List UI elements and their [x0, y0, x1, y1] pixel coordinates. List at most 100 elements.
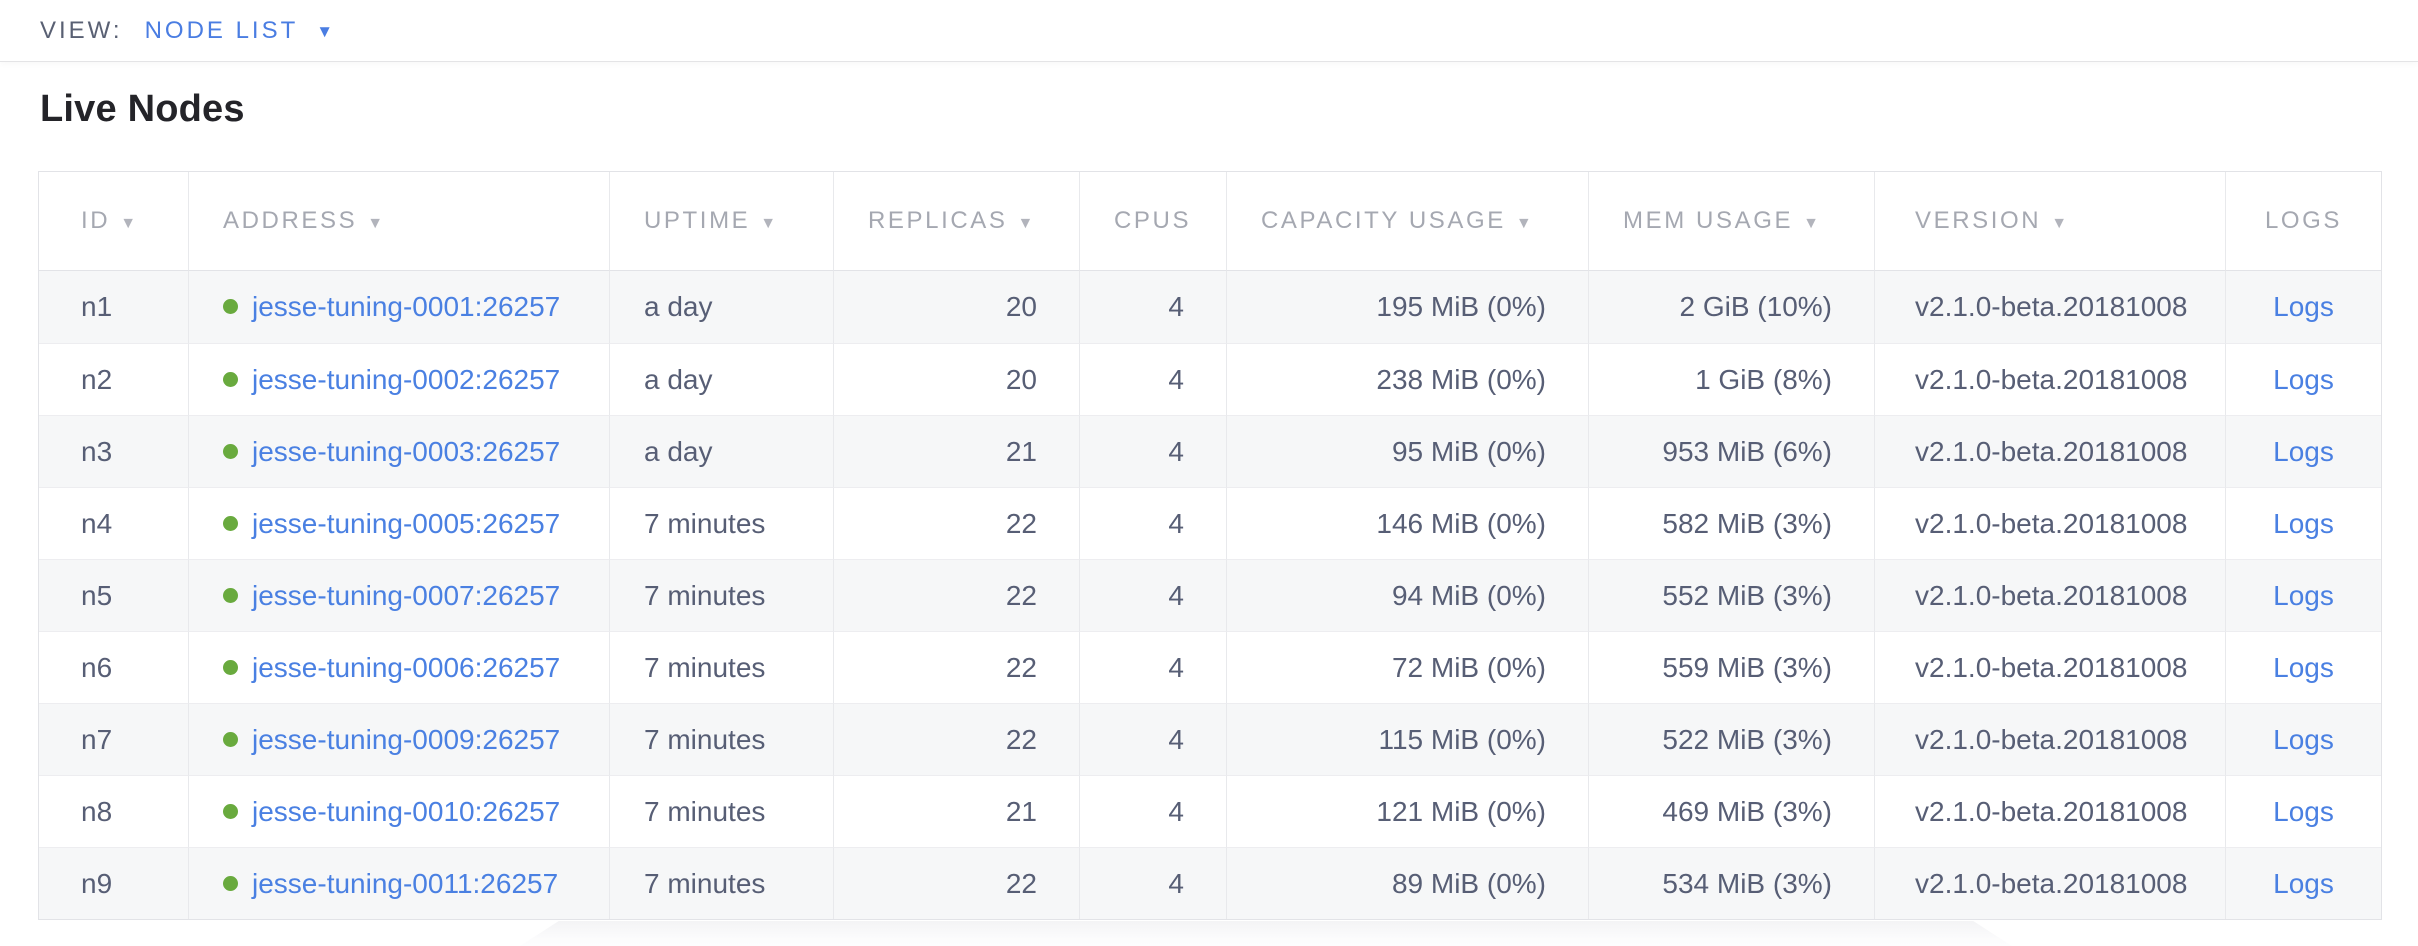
logs-link[interactable]: Logs [2273, 795, 2334, 827]
table-row: n5 jesse-tuning-0007:26257 7 minutes 22 4 94 … [39, 559, 2381, 631]
view-selected-value: NODE LIST [144, 16, 299, 44]
column-header-address[interactable]: ADDRESS ▼ [189, 172, 610, 271]
cell-uptime: a day [610, 415, 834, 487]
logs-link[interactable]: Logs [2273, 723, 2334, 755]
cell-address: jesse-tuning-0010:26257 [189, 775, 610, 847]
logs-link[interactable]: Logs [2273, 435, 2334, 467]
logs-link[interactable]: Logs [2273, 363, 2334, 395]
cell-capacity: 195 MiB (0%) [1227, 271, 1589, 343]
cell-id: n2 [39, 343, 189, 415]
cell-version: v2.1.0-beta.20181008 [1875, 487, 2226, 559]
logs-link[interactable]: Logs [2273, 291, 2334, 322]
column-label: REPLICAS [868, 207, 1008, 234]
sort-desc-icon: ▼ [367, 215, 386, 232]
node-healthy-icon [223, 371, 238, 387]
cell-id: n1 [39, 271, 189, 343]
cell-id: n9 [39, 847, 189, 919]
logs-link[interactable]: Logs [2273, 651, 2334, 683]
column-label: ID [81, 207, 111, 234]
cell-replicas: 20 [834, 343, 1080, 415]
cell-version: v2.1.0-beta.20181008 [1875, 631, 2226, 703]
cell-id: n8 [39, 775, 189, 847]
cell-address: jesse-tuning-0006:26257 [189, 631, 610, 703]
cell-uptime: 7 minutes [610, 487, 834, 559]
cell-mem: 534 MiB (3%) [1589, 847, 1875, 919]
cell-replicas: 22 [834, 631, 1080, 703]
cell-version: v2.1.0-beta.20181008 [1875, 775, 2226, 847]
logs-link[interactable]: Logs [2273, 867, 2334, 899]
chevron-down-icon: ▼ [316, 22, 334, 41]
view-selector-dropdown[interactable]: NODE LIST ▼ [145, 17, 334, 45]
node-healthy-icon [223, 731, 238, 747]
cell-mem: 469 MiB (3%) [1589, 775, 1875, 847]
cell-logs: Logs [2226, 703, 2381, 775]
column-header-version[interactable]: VERSION ▼ [1875, 172, 2226, 271]
column-label: CPUS [1114, 207, 1192, 234]
cell-cpus: 4 [1080, 415, 1227, 487]
cell-logs: Logs [2226, 631, 2381, 703]
table-row: n4 jesse-tuning-0005:26257 7 minutes 22 4 146… [39, 487, 2381, 559]
cell-capacity: 146 MiB (0%) [1227, 487, 1589, 559]
column-header-cpus: CPUS [1080, 172, 1227, 271]
cell-id: n3 [39, 415, 189, 487]
table-row: n7 jesse-tuning-0009:26257 7 minutes 22 4 115… [39, 703, 2381, 775]
cell-replicas: 22 [834, 847, 1080, 919]
live-nodes-table: ID ▼ ADDRESS ▼ UPTIME ▼ REPLICAS ▼ CPUS CAPACITY … [38, 171, 2382, 920]
node-address-link[interactable]: jesse-tuning-0010:26257 [252, 795, 561, 827]
logs-link[interactable]: Logs [2273, 579, 2334, 611]
cell-mem: 2 GiB (10%) [1589, 271, 1875, 343]
cell-cpus: 4 [1080, 487, 1227, 559]
page-title: Live Nodes [40, 88, 245, 130]
logs-link[interactable]: Logs [2273, 507, 2334, 539]
column-label: CAPACITY USAGE [1261, 207, 1506, 234]
cell-logs: Logs [2226, 487, 2381, 559]
cell-uptime: 7 minutes [610, 559, 834, 631]
cell-capacity: 238 MiB (0%) [1227, 343, 1589, 415]
live-nodes-table-container: ID ▼ ADDRESS ▼ UPTIME ▼ REPLICAS ▼ CPUS CAPACITY … [38, 171, 2382, 920]
column-label: MEM USAGE [1623, 207, 1794, 234]
column-header-mem[interactable]: MEM USAGE ▼ [1589, 172, 1875, 271]
column-label: ADDRESS [223, 207, 358, 234]
cell-uptime: 7 minutes [610, 703, 834, 775]
cell-id: n7 [39, 703, 189, 775]
table-row: n6 jesse-tuning-0006:26257 7 minutes 22 4 72 … [39, 631, 2381, 703]
column-header-replicas[interactable]: REPLICAS ▼ [834, 172, 1080, 271]
cell-id: n5 [39, 559, 189, 631]
node-address-link[interactable]: jesse-tuning-0011:26257 [252, 867, 559, 899]
node-address-link[interactable]: jesse-tuning-0003:26257 [252, 435, 561, 467]
sort-desc-icon: ▼ [1515, 215, 1535, 232]
column-header-capacity[interactable]: CAPACITY USAGE ▼ [1227, 172, 1589, 271]
node-address-link[interactable]: jesse-tuning-0009:26257 [252, 723, 561, 755]
cell-uptime: a day [610, 343, 834, 415]
node-address-link[interactable]: jesse-tuning-0002:26257 [252, 363, 561, 395]
cell-replicas: 21 [834, 415, 1080, 487]
cell-version: v2.1.0-beta.20181008 [1875, 271, 2226, 343]
cell-cpus: 4 [1080, 271, 1227, 343]
cell-address: jesse-tuning-0009:26257 [189, 703, 610, 775]
cell-replicas: 21 [834, 775, 1080, 847]
node-healthy-icon [223, 587, 238, 603]
cell-mem: 953 MiB (6%) [1589, 415, 1875, 487]
node-address-link[interactable]: jesse-tuning-0006:26257 [252, 651, 561, 683]
cell-cpus: 4 [1080, 631, 1227, 703]
node-address-link[interactable]: jesse-tuning-0001:26257 [252, 291, 561, 322]
cell-id: n4 [39, 487, 189, 559]
next-section-shadow [520, 921, 2012, 946]
cell-mem: 559 MiB (3%) [1589, 631, 1875, 703]
cell-capacity: 72 MiB (0%) [1227, 631, 1589, 703]
column-header-id[interactable]: ID ▼ [39, 172, 189, 271]
cell-version: v2.1.0-beta.20181008 [1875, 559, 2226, 631]
table-row: n3 jesse-tuning-0003:26257 a day 21 4 95 MiB … [39, 415, 2381, 487]
column-header-uptime[interactable]: UPTIME ▼ [610, 172, 834, 271]
cell-uptime: a day [610, 271, 834, 343]
cell-mem: 522 MiB (3%) [1589, 703, 1875, 775]
node-address-link[interactable]: jesse-tuning-0007:26257 [252, 579, 561, 611]
node-healthy-icon [223, 659, 238, 675]
table-row: n8 jesse-tuning-0010:26257 7 minutes 21 4 121… [39, 775, 2381, 847]
cell-version: v2.1.0-beta.20181008 [1875, 703, 2226, 775]
sort-desc-icon: ▼ [1803, 215, 1822, 232]
cell-logs: Logs [2226, 415, 2381, 487]
column-label: VERSION [1915, 207, 2042, 234]
node-address-link[interactable]: jesse-tuning-0005:26257 [252, 507, 561, 539]
cell-cpus: 4 [1080, 343, 1227, 415]
